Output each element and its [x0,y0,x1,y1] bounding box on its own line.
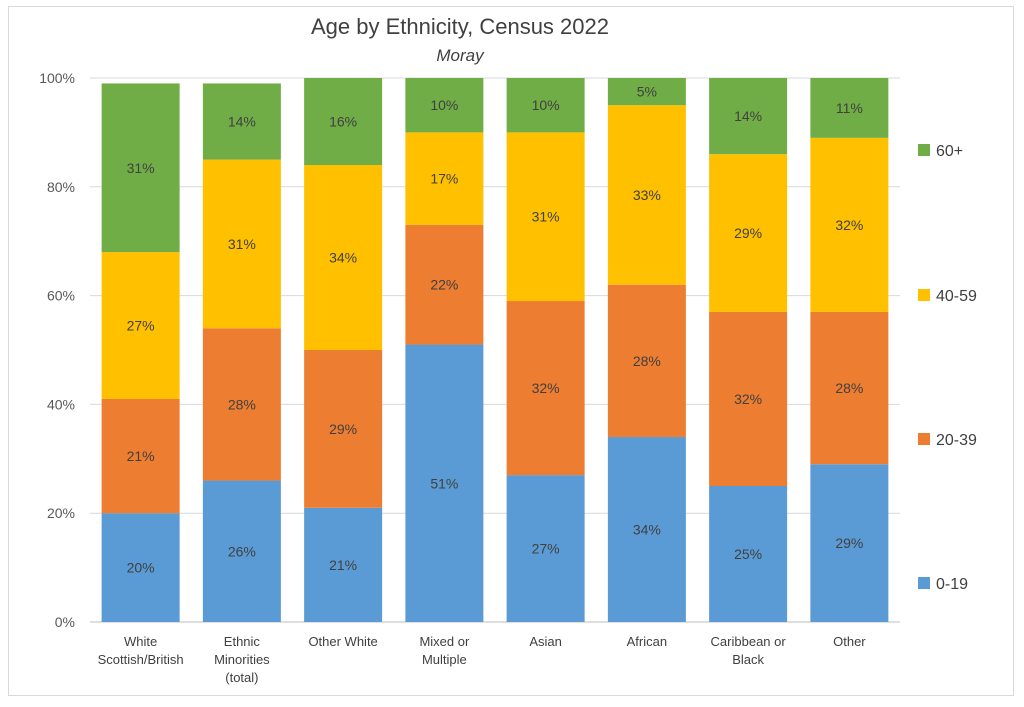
x-category-label: African [627,634,667,649]
data-label: 28% [835,380,863,396]
bar-segment-60+ [101,83,180,253]
x-category-label: White [124,634,157,649]
x-category-label: Ethnic [224,634,261,649]
data-label: 10% [532,97,560,113]
bar-segment-40-59 [202,159,281,329]
bar-segment-40-59 [810,137,889,312]
data-label: 29% [329,421,357,437]
bar-segment-40-59 [607,105,686,285]
data-label: 11% [836,100,863,116]
bar-segment-60+ [405,78,484,133]
legend-swatch [918,433,930,445]
bar-segment-0-19 [709,486,788,622]
data-label: 20% [127,560,155,576]
x-category-label: Multiple [422,652,467,667]
bar-segment-60+ [304,78,383,166]
data-label: 14% [734,108,762,124]
data-label: 27% [127,318,155,334]
x-category-label: (total) [225,670,258,685]
bar-segment-0-19 [506,475,585,622]
chart-subtitle: Moray [436,46,484,65]
bar-segment-20-39 [101,398,180,514]
data-label: 29% [734,225,762,241]
x-category-label: Minorities [214,652,270,667]
x-category-label: Caribbean or [711,634,787,649]
data-label: 17% [430,171,458,187]
y-tick-label: 20% [47,505,75,521]
data-label: 31% [127,160,155,176]
data-label: 21% [329,557,357,573]
bar-segment-40-59 [709,154,788,312]
data-label: 33% [633,187,661,203]
bar-segment-20-39 [304,350,383,508]
bar-segment-60+ [506,78,585,133]
bar-segment-40-59 [101,252,180,399]
bar-segment-0-19 [304,507,383,622]
legend-label: 0-19 [936,576,968,593]
legend-swatch [918,289,930,301]
data-label: 32% [835,217,863,233]
bar-segment-0-19 [202,480,281,622]
bar-segment-0-19 [405,344,484,622]
y-tick-label: 0% [55,614,75,630]
bar-segment-40-59 [304,165,383,350]
data-label: 34% [329,250,357,266]
data-label: 14% [228,114,256,130]
data-label: 32% [734,391,762,407]
x-category-label: Asian [529,634,562,649]
data-label: 31% [228,236,256,252]
data-label: 34% [633,522,661,538]
data-label: 31% [532,209,560,225]
x-category-label: Scottish/British [98,652,184,667]
x-category-label: Mixed or [419,634,470,649]
y-tick-label: 80% [47,179,75,195]
legend-swatch [918,144,930,156]
data-label: 26% [228,543,256,559]
data-label: 25% [734,546,762,562]
bar-segment-20-39 [405,224,484,345]
y-tick-label: 40% [47,396,75,412]
bar-segment-60+ [709,78,788,155]
y-tick-label: 100% [39,70,75,86]
bar-segment-20-39 [607,284,686,438]
bar-segment-60+ [810,78,889,138]
bar-segment-0-19 [101,513,180,622]
data-label: 29% [835,535,863,551]
data-label: 28% [228,396,256,412]
bar-segment-20-39 [202,328,281,481]
legend-label: 60+ [936,143,963,160]
data-label: 5% [637,84,657,100]
data-label: 16% [329,114,357,130]
bar-segment-40-59 [506,132,585,302]
data-label: 51% [430,475,458,491]
data-label: 10% [430,97,458,113]
bar-segment-20-39 [709,311,788,486]
x-category-label: Other [833,634,866,649]
bar-segment-0-19 [810,464,889,622]
x-category-label: Other White [308,634,377,649]
bar-segment-60+ [607,78,686,106]
data-label: 32% [532,380,560,396]
legend-swatch [918,577,930,589]
legend-label: 20-39 [936,432,977,449]
data-label: 28% [633,353,661,369]
bar-segment-20-39 [506,301,585,476]
legend-label: 40-59 [936,288,977,305]
bar-segment-60+ [202,83,281,160]
bar-segment-20-39 [810,311,889,465]
bar-segment-0-19 [607,437,686,622]
data-label: 22% [430,277,458,293]
data-label: 27% [532,541,560,557]
data-label: 21% [127,448,155,464]
y-tick-label: 60% [47,288,75,304]
chart-title: Age by Ethnicity, Census 2022 [311,14,609,39]
bar-segment-40-59 [405,132,484,225]
x-category-label: Black [732,652,764,667]
